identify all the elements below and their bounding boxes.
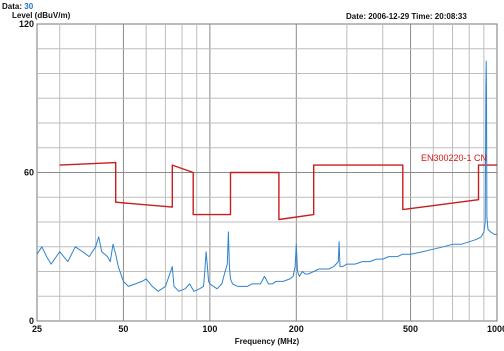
data-label: Data: [2,2,23,11]
data-readout: Data: 30 [2,2,33,11]
limit-line-series [59,161,497,221]
limit-line-annotation: EN300220-1 CN [421,153,487,163]
x-tick-label: 500 [403,324,418,334]
y-tick-label: 60 [24,168,34,178]
datetime-readout: Date: 2006-12-29 Time: 20:08:33 [346,12,467,21]
y-tick-label: 0 [29,316,34,326]
y-axis-title: Level (dBuV/m) [12,11,71,20]
grid [37,24,497,321]
x-axis-title: Frequency (MHz) [235,337,300,346]
time-label: Time: 20:08:33 [411,12,467,21]
measured-level-series [36,60,497,292]
x-tick-label: 200 [289,324,304,334]
y-tick-label: 120 [19,19,34,29]
x-tick-label: 50 [118,324,128,334]
x-tick-label: 100 [202,324,217,334]
series-layer [36,60,497,292]
data-value: 30 [24,2,34,11]
date-label: Date: 2006-12-29 [346,12,410,21]
x-tick-label: 25 [32,324,42,334]
